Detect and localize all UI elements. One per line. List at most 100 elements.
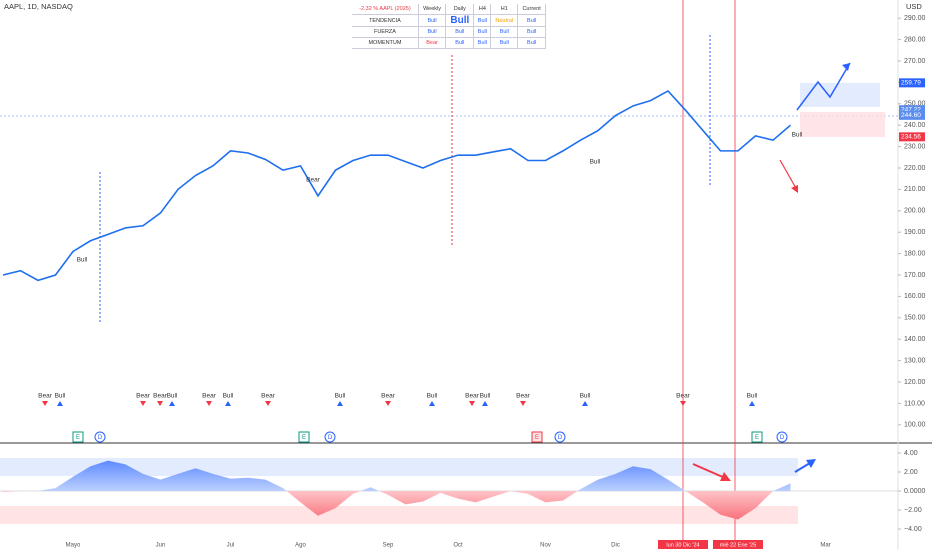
- table-cell: Bull: [517, 26, 546, 38]
- signal-label: Bull: [427, 393, 438, 400]
- y-tick-label: −4.00: [904, 526, 922, 533]
- badge-frame: [94, 431, 106, 443]
- x-tick-label: Mayo: [66, 543, 81, 549]
- price-label: 247.22: [901, 106, 921, 113]
- y-tick-label: 2.00: [904, 469, 918, 476]
- signal-arrow: [680, 401, 686, 406]
- table-cell: Bull: [445, 14, 475, 27]
- table-cell: Bull: [445, 37, 475, 49]
- table-row: FUERZA Bull Bull Bull Bull Bull: [352, 26, 546, 38]
- table-cell: Bull: [490, 26, 519, 38]
- y-tick-label: 240.00: [904, 122, 926, 129]
- chart-signal-text: Bull: [792, 132, 803, 139]
- signal-arrow: [482, 401, 488, 406]
- table-cell: Neutral: [490, 14, 519, 27]
- price-label-box: [899, 110, 925, 120]
- badge-frame: [298, 431, 310, 443]
- signal-label: Bear: [381, 393, 396, 400]
- table-cell: Bull: [490, 37, 519, 49]
- table-cell: Daily: [445, 4, 475, 15]
- osc-arrow: [692, 463, 726, 479]
- signal-label: Bull: [55, 393, 66, 400]
- signal-label: Bull: [223, 393, 234, 400]
- badge-frame: [72, 431, 84, 443]
- table-cell: Bull: [517, 14, 546, 27]
- y-tick-label: 120.00: [904, 379, 926, 386]
- badge-frame: [751, 431, 763, 443]
- signal-arrow: [140, 401, 146, 406]
- projection-arrow: [796, 62, 851, 111]
- badge-label: D: [558, 435, 563, 441]
- table-cell: -2.32 % AAPL (2025): [352, 4, 419, 15]
- table-cell: Weekly: [418, 4, 447, 15]
- signal-arrow: [57, 401, 63, 406]
- x-tick-label: Ago: [295, 543, 306, 549]
- table-cell: Bull: [473, 37, 492, 49]
- date-label: mié 22 Ene '25: [720, 542, 757, 548]
- chart-title: AAPL, 1D, NASDAQ: [4, 2, 73, 11]
- table-cell: H1: [490, 4, 519, 15]
- y-tick-label: 150.00: [904, 315, 926, 322]
- signal-arrow: [582, 401, 588, 406]
- x-tick-label: Oct: [453, 543, 463, 549]
- y-tick-label: 180.00: [904, 250, 926, 257]
- price-label: 259.79: [901, 80, 921, 87]
- y-tick-label: 270.00: [904, 58, 926, 65]
- signal-arrow: [42, 401, 48, 406]
- status-table: -2.32 % AAPL (2025) Weekly Daily H4 H1 Curren…: [352, 4, 546, 49]
- table-cell: FUERZA: [352, 26, 419, 38]
- signal-label: Bear: [202, 393, 217, 400]
- table-cell: Bull: [473, 14, 492, 27]
- date-label: lun 30 Dic '24: [666, 542, 699, 548]
- y-tick-label: 230.00: [904, 143, 926, 150]
- signal-arrow: [520, 401, 526, 406]
- signal-arrow: [749, 401, 755, 406]
- badge-label: D: [780, 435, 785, 441]
- signal-label: Bull: [747, 393, 758, 400]
- signal-arrow: [206, 401, 212, 406]
- stop-zone: [800, 112, 885, 137]
- signal-arrow: [169, 401, 175, 406]
- table-cell: H4: [473, 4, 492, 15]
- badge-label: D: [98, 435, 103, 441]
- signal-label: Bear: [38, 393, 53, 400]
- date-label-box: [658, 540, 708, 549]
- signal-arrow: [157, 401, 163, 406]
- y-tick-label: −2.00: [904, 507, 922, 514]
- badge-frame: [531, 431, 543, 443]
- y-tick-label: 140.00: [904, 336, 926, 343]
- table-cell: Current: [517, 4, 546, 15]
- x-tick-label: Jun: [156, 543, 166, 549]
- signal-label: Bear: [516, 393, 531, 400]
- badge-frame: [776, 431, 788, 443]
- signal-label: Bull: [480, 393, 491, 400]
- y-tick-label: 210.00: [904, 186, 926, 193]
- table-cell: Bear: [418, 37, 447, 49]
- signal-arrow: [337, 401, 343, 406]
- badge-label: E: [535, 435, 539, 441]
- price-label-box: [899, 132, 925, 142]
- arrow-head: [791, 185, 798, 193]
- signal-label: Bear: [261, 393, 276, 400]
- x-tick-label: Sep: [383, 543, 394, 549]
- x-tick-label: Jul: [227, 543, 235, 549]
- arrow-head: [720, 472, 731, 481]
- signal-arrow: [265, 401, 271, 406]
- signal-label: Bear: [136, 393, 151, 400]
- target-zone: [800, 83, 880, 107]
- osc-area: [3, 460, 791, 520]
- badge-label: E: [755, 435, 759, 441]
- table-row: TENDENCIA Bull Bull Bull Neutral Bull: [352, 14, 546, 27]
- y-tick-label: 0.0000: [904, 488, 926, 495]
- y-tick-label: 280.00: [904, 36, 926, 43]
- osc-arrow: [794, 462, 811, 473]
- y-tick-label: 170.00: [904, 272, 926, 279]
- signal-arrow: [469, 401, 475, 406]
- chart-signal-text: Bull: [590, 159, 601, 166]
- y-tick-label: 100.00: [904, 422, 926, 429]
- signal-arrow: [385, 401, 391, 406]
- date-label-box: [713, 540, 763, 549]
- projection-arrow: [779, 159, 798, 191]
- table-cell: Bull: [517, 37, 546, 49]
